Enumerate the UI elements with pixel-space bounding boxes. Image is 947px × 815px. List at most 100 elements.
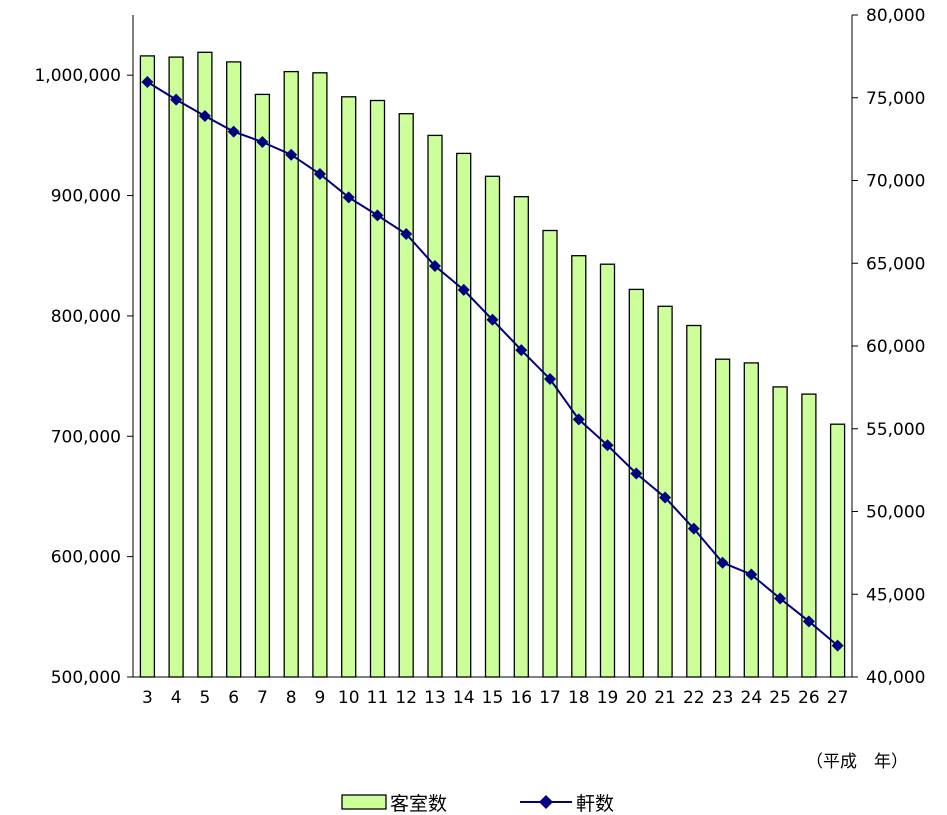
bar-17 bbox=[542, 229, 558, 678]
x-tick-label: 11 bbox=[367, 688, 389, 708]
y-right-tick-label: 55,000 bbox=[866, 420, 925, 440]
bar-9 bbox=[312, 72, 328, 678]
x-tick-label: 8 bbox=[286, 688, 297, 708]
y-right-tick-label: 75,000 bbox=[866, 89, 925, 109]
bar-15 bbox=[484, 175, 501, 678]
line-marker-17 bbox=[544, 373, 557, 386]
legend-bar-swatch bbox=[341, 794, 387, 810]
x-tick-label: 10 bbox=[338, 688, 360, 708]
x-axis-unit-label: （平成 年） bbox=[806, 752, 908, 772]
line-marker-8 bbox=[285, 148, 298, 161]
line-marker-15 bbox=[486, 313, 499, 326]
line-marker-27 bbox=[831, 639, 844, 652]
legend-line-marker bbox=[539, 795, 553, 809]
line-marker-16 bbox=[515, 344, 528, 357]
x-tick-label: 17 bbox=[539, 688, 561, 708]
line-layer bbox=[141, 75, 844, 652]
bar-13 bbox=[427, 134, 443, 678]
y-right-tick-label: 50,000 bbox=[866, 503, 925, 523]
bar-20 bbox=[628, 288, 644, 678]
y-left-tick-label: 900,000 bbox=[51, 187, 121, 207]
x-tick-label: 16 bbox=[510, 688, 532, 708]
line-marker-4 bbox=[170, 93, 183, 106]
line-marker-7 bbox=[256, 136, 269, 149]
x-tick-label: 9 bbox=[315, 688, 326, 708]
x-tick-label: 21 bbox=[654, 688, 676, 708]
bar-4 bbox=[168, 56, 184, 678]
line-marker-20 bbox=[630, 467, 643, 480]
x-tick-label: 15 bbox=[482, 688, 504, 708]
line-marker-12 bbox=[400, 228, 413, 241]
bar-10 bbox=[341, 96, 357, 678]
bar-11 bbox=[369, 99, 386, 678]
y-right-tick-label: 40,000 bbox=[866, 668, 925, 688]
line-marker-14 bbox=[457, 283, 470, 296]
x-tick-label: 4 bbox=[171, 688, 182, 708]
ticks-layer: 500,000 600,000 700,000 800,000 900,000 1,000… bbox=[34, 6, 925, 708]
bar-24 bbox=[743, 362, 759, 678]
y-right-tick-label: 45,000 bbox=[866, 585, 925, 605]
bar-19 bbox=[599, 263, 616, 678]
x-tick-label: 27 bbox=[827, 688, 849, 708]
line-marker-26 bbox=[802, 615, 815, 628]
bar-18 bbox=[571, 255, 587, 678]
legend-line-label: 軒数 bbox=[576, 793, 614, 815]
x-tick-label: 13 bbox=[424, 688, 446, 708]
x-tick-label: 5 bbox=[199, 688, 210, 708]
y-right-tick-label: 70,000 bbox=[866, 172, 925, 192]
line-marker-13 bbox=[428, 260, 441, 273]
y-left-tick-label: 1,000,000 bbox=[34, 66, 121, 86]
x-tick-label: 14 bbox=[453, 688, 475, 708]
y-left-tick-label: 700,000 bbox=[51, 427, 121, 447]
x-tick-label: 7 bbox=[257, 688, 268, 708]
bar-3 bbox=[139, 55, 156, 678]
line-marker-5 bbox=[198, 109, 211, 122]
y-right-tick-label: 65,000 bbox=[866, 254, 925, 274]
x-tick-label: 25 bbox=[769, 688, 791, 708]
line-marker-19 bbox=[601, 439, 614, 452]
line-marker-21 bbox=[659, 491, 672, 504]
x-tick-label: 12 bbox=[395, 688, 417, 708]
x-tick-label: 24 bbox=[741, 688, 763, 708]
x-tick-label: 23 bbox=[712, 688, 734, 708]
line-marker-25 bbox=[774, 592, 787, 605]
bar-14 bbox=[456, 152, 472, 678]
line-marker-18 bbox=[572, 413, 585, 426]
y-left-tick-label: 500,000 bbox=[51, 668, 121, 688]
bar-7 bbox=[254, 93, 271, 678]
x-tick-label: 19 bbox=[597, 688, 619, 708]
line-marker-10 bbox=[342, 191, 355, 204]
bar-26 bbox=[801, 393, 817, 678]
x-tick-label: 18 bbox=[568, 688, 590, 708]
line-marker-22 bbox=[687, 522, 700, 535]
x-tick-label: 26 bbox=[798, 688, 820, 708]
bar-23 bbox=[714, 358, 731, 678]
bar-6 bbox=[226, 61, 242, 678]
bar-12 bbox=[398, 113, 414, 678]
x-tick-label: 6 bbox=[228, 688, 239, 708]
line-marker-11 bbox=[371, 209, 384, 222]
line-marker-3 bbox=[141, 75, 154, 88]
y-right-tick-label: 60,000 bbox=[866, 337, 925, 357]
legend-bar-label: 客室数 bbox=[390, 793, 447, 815]
y-left-tick-label: 800,000 bbox=[51, 307, 121, 327]
bar-25 bbox=[772, 386, 788, 678]
line-marker-24 bbox=[745, 568, 758, 581]
bar-16 bbox=[513, 196, 529, 678]
y-right-tick-label: 80,000 bbox=[866, 6, 925, 26]
bar-5 bbox=[197, 51, 213, 678]
y-left-tick-label: 600,000 bbox=[51, 548, 121, 568]
line-marker-9 bbox=[313, 167, 326, 180]
line-marker-23 bbox=[716, 556, 729, 569]
bars-layer bbox=[139, 51, 846, 678]
bar-22 bbox=[686, 324, 702, 678]
x-tick-label: 3 bbox=[142, 688, 153, 708]
line-marker-6 bbox=[227, 125, 240, 138]
bar-8 bbox=[283, 70, 299, 678]
bar-27 bbox=[829, 423, 846, 678]
x-tick-label: 20 bbox=[625, 688, 647, 708]
x-tick-label: 22 bbox=[683, 688, 705, 708]
legend: 客室数 軒数 bbox=[341, 793, 614, 815]
